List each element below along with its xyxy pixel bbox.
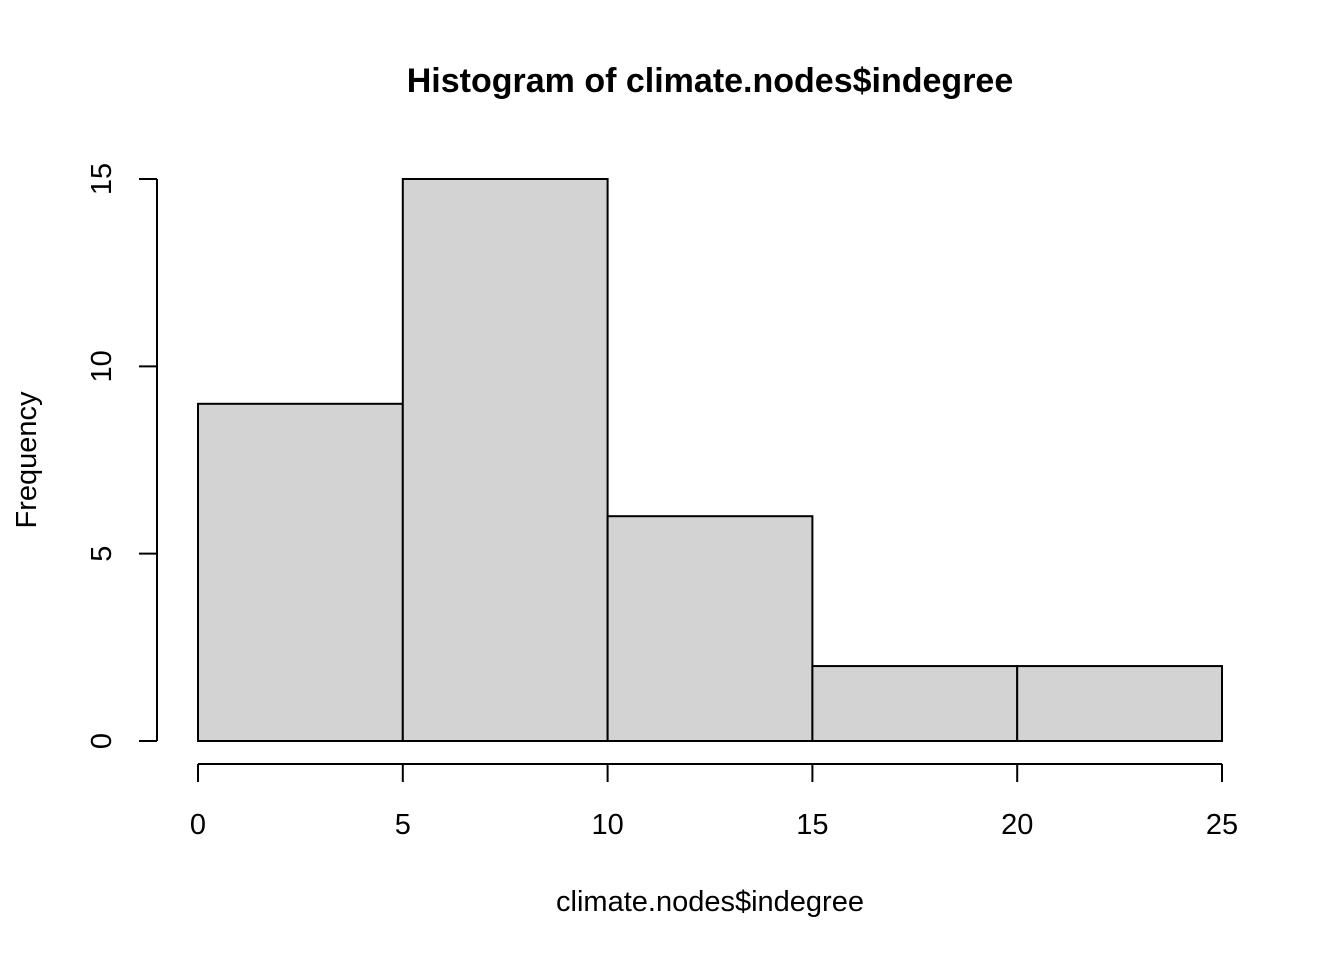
y-tick-label-2: 10 <box>86 350 118 382</box>
y-tick-label-0: 0 <box>86 733 118 749</box>
x-tick-label-5: 25 <box>1206 809 1238 841</box>
chart-title: Histogram of climate.nodes$indegree <box>407 62 1014 100</box>
histogram-bar-2 <box>606 515 814 743</box>
bars-group <box>197 178 1224 743</box>
histogram-bar-1 <box>401 178 609 742</box>
x-tick-label-2: 10 <box>591 809 623 841</box>
x-tick-label-1: 5 <box>395 809 411 841</box>
y-axis-label: Frequency <box>11 391 43 529</box>
x-axis: 0 5 10 15 20 25 <box>190 763 1238 841</box>
x-axis-label: climate.nodes$indegree <box>556 886 864 918</box>
x-tick-label-3: 15 <box>796 809 828 841</box>
y-axis: 0 5 10 15 <box>86 163 158 749</box>
x-tick-label-0: 0 <box>190 809 206 841</box>
histogram-bar-4 <box>1016 665 1224 742</box>
y-tick-label-3: 15 <box>86 163 118 195</box>
x-tick-label-4: 20 <box>1001 809 1033 841</box>
y-tick-label-1: 5 <box>86 546 118 562</box>
histogram-bar-3 <box>811 665 1019 742</box>
histogram-bar-0 <box>197 402 404 742</box>
